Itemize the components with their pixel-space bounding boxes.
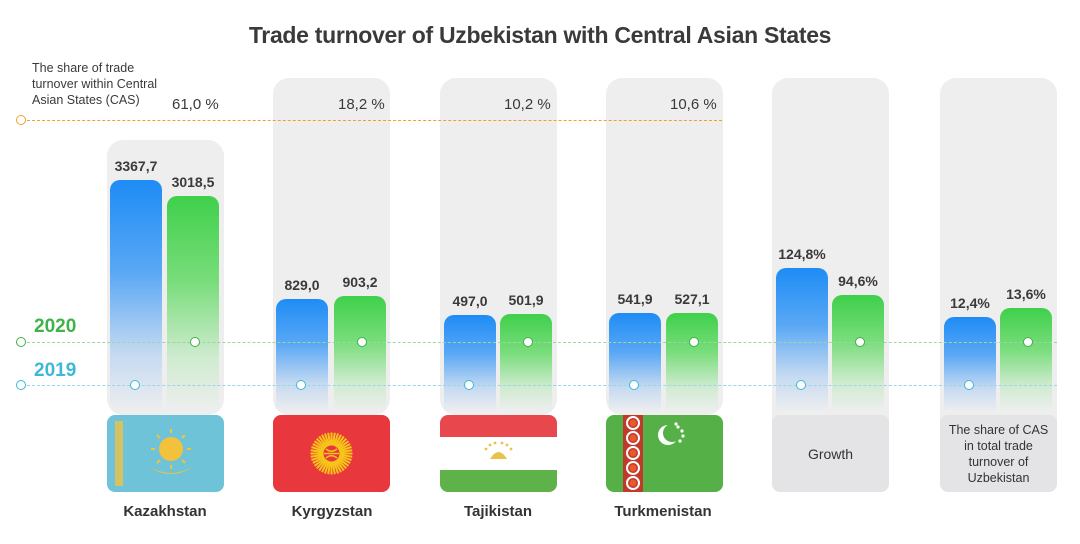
line-2020 [22, 342, 1057, 343]
country-label: Kyrgyzstan [291, 503, 373, 520]
tajikistan-flag [440, 415, 557, 492]
country-label: Turkmenistan [614, 503, 712, 520]
bar-2020 [334, 295, 386, 412]
point-2019 [296, 380, 306, 390]
legend-2019: 2019 [34, 360, 77, 381]
bar-2019 [609, 312, 661, 412]
value-label-2020: 501,9 [508, 292, 544, 309]
share-percent-label: 10,6 % [670, 96, 717, 113]
bar-2020 [832, 295, 884, 412]
bar-2020 [500, 314, 552, 412]
bar-2019 [444, 314, 496, 412]
line-2019 [22, 385, 1057, 386]
share-note: The share of trade turnover within Centr… [32, 61, 158, 107]
share-line-marker [16, 115, 26, 125]
value-label-2019: 124,8% [778, 245, 826, 262]
point-2019 [964, 380, 974, 390]
value-label-2020: 94,6% [838, 273, 878, 290]
share-percent-label: 18,2 % [338, 96, 385, 113]
share-percent-label: 10,2 % [504, 96, 551, 113]
growth-label-box: Growth [772, 415, 889, 492]
point-2020 [855, 337, 865, 347]
bar-2019 [944, 317, 996, 412]
value-label-2019: 497,0 [452, 292, 488, 309]
legend-2020: 2020 [34, 316, 77, 337]
point-2020 [1023, 337, 1033, 347]
point-2019 [464, 380, 474, 390]
share-percent-label: 61,0 % [172, 96, 219, 113]
point-2020 [357, 337, 367, 347]
line-2020-marker [16, 337, 26, 347]
value-label-2019: 829,0 [284, 277, 320, 294]
bar-2019 [276, 299, 328, 412]
bar-2020 [167, 196, 219, 412]
value-label-2020: 903,2 [342, 273, 378, 290]
bar-2019 [110, 179, 162, 412]
cas-share-label-box: The share of CAS in total trade turnover… [940, 415, 1057, 492]
country-label: Tajikistan [463, 503, 533, 520]
value-label-2019: 12,4% [950, 295, 990, 311]
value-label-2019: 3367,7 [114, 157, 158, 174]
bar-2020 [666, 313, 718, 412]
value-label-2020: 527,1 [674, 291, 710, 308]
point-2020 [523, 337, 533, 347]
chart-title: Trade turnover of Uzbekistan with Centra… [248, 22, 832, 48]
point-2019 [629, 380, 639, 390]
value-label-2020: 3018,5 [171, 174, 215, 191]
country-label: Kazakhstan [123, 503, 207, 520]
point-2020 [190, 337, 200, 347]
point-2019 [796, 380, 806, 390]
share-line [22, 120, 722, 121]
point-2019 [130, 380, 140, 390]
value-label-2020: 13,6% [1006, 286, 1046, 302]
point-2020 [689, 337, 699, 347]
kazakhstan-flag [107, 415, 224, 492]
line-2019-marker [16, 380, 26, 390]
bar-2020 [1000, 308, 1052, 412]
turkmenistan-flag [606, 415, 723, 492]
value-label-2019: 541,9 [617, 290, 653, 307]
kyrgyzstan-flag [273, 415, 390, 492]
